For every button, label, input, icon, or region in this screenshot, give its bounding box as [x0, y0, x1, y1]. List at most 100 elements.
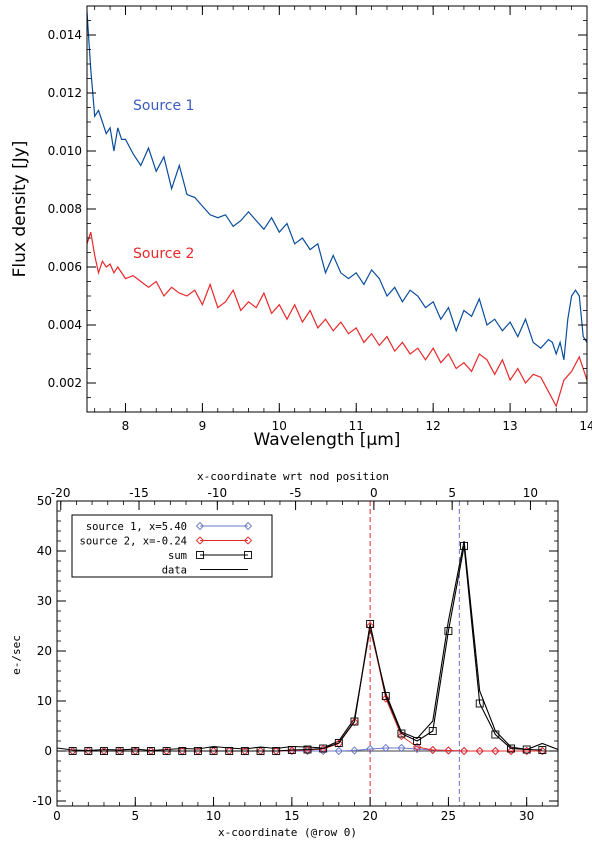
marker-square: [475, 699, 484, 708]
marker-diamond: [506, 746, 516, 756]
x2-tick-label: 0: [370, 486, 378, 500]
plot-frame: [86, 5, 588, 413]
marker-diamond: [381, 694, 390, 703]
y-tick-label: 30: [37, 594, 52, 608]
marker-diamond: [491, 746, 500, 756]
y-axis-label: e-/sec: [10, 635, 23, 675]
marker-square: [100, 747, 108, 755]
y-tick-label: 50: [37, 494, 52, 508]
marker-diamond: [350, 717, 359, 727]
x-axis-label: Wavelength [μm]: [254, 430, 401, 450]
marker-diamond: [459, 746, 469, 756]
marker-square: [162, 747, 171, 755]
y-tick-label: 0.010: [48, 144, 82, 158]
x-tick-label: 13: [502, 419, 517, 433]
marker-square: [366, 620, 375, 628]
x2-tick-label: -5: [290, 486, 302, 500]
y-tick-label: 0.004: [48, 318, 82, 332]
marker-diamond: [334, 746, 343, 756]
chart-top-spectrum: 8 9 10 11 12 13 14 0.002 0.004 0.006 0.008 0.010 0.0…: [10, 5, 592, 450]
marker-square: [428, 727, 437, 735]
x-tick-label: 0: [53, 809, 61, 823]
marker-diamond: [444, 746, 453, 755]
legend-marker-diamond: [195, 521, 205, 531]
x2-tick-label: -10: [208, 486, 228, 500]
x-tick-label: 12: [426, 419, 441, 433]
legend: source 1, x=5.40 source 2, x=-0.24 sum data: [71, 514, 273, 578]
marker-square: [146, 747, 155, 755]
legend-marker-diamond: [243, 536, 253, 545]
legend-marker-square: [196, 551, 204, 559]
legend-label: data: [162, 565, 187, 577]
marker-square: [115, 747, 124, 755]
marker-diamond: [350, 746, 359, 755]
marker-square: [209, 747, 218, 755]
marker-square: [303, 745, 312, 754]
marker-square: [334, 739, 343, 747]
marker-diamond: [381, 743, 390, 753]
marker-square: [84, 747, 93, 755]
marker-square: [131, 747, 140, 755]
marker-square: [350, 717, 359, 726]
marker-diamond: [365, 744, 375, 754]
x2-tick-label: 5: [448, 486, 456, 500]
marker-square: [491, 730, 500, 739]
legend-label: source 2, x=-0.24: [80, 536, 187, 548]
legend-label: sum: [168, 550, 187, 562]
marker-square: [68, 747, 77, 755]
x-tick-label: 30: [519, 809, 534, 823]
annotation-source-1: Source 1: [133, 98, 194, 114]
marker-square: [272, 747, 281, 755]
x-tick-label: 5: [131, 809, 139, 823]
marker-square: [225, 747, 234, 755]
marker-diamond: [287, 746, 296, 755]
spectrum-series-1: [87, 11, 587, 360]
x-tick-label: 25: [441, 809, 456, 823]
marker-square: [240, 747, 249, 755]
y-tick-label: 0: [44, 744, 52, 758]
marker-diamond: [334, 739, 343, 748]
legend-box: [71, 514, 273, 578]
y-tick-label: 20: [37, 644, 52, 658]
x-tick-label: 20: [362, 809, 377, 823]
chart-bottom-profile: 0 5 10 15 20 25 30-20 -15 -10 -5 0 5 10-100102030405…: [10, 470, 559, 839]
x-tick-label: 14: [579, 419, 592, 433]
x-tick-label: 11: [349, 419, 364, 433]
legend-marker-diamond: [195, 536, 205, 545]
x-tick-label: 10: [206, 809, 221, 823]
marker-square: [413, 737, 422, 745]
marker-diamond: [365, 621, 375, 631]
x-tick-label: 8: [122, 419, 130, 433]
marker-square: [522, 745, 531, 754]
marker-square: [287, 746, 296, 754]
y-axis-label: Flux density [Jy]: [10, 141, 30, 278]
marker-square: [256, 747, 265, 755]
x-tick-label: 9: [199, 419, 207, 433]
marker-diamond: [475, 746, 484, 756]
marker-square: [193, 747, 202, 755]
marker-square: [381, 692, 390, 700]
y-tick-label: 0.006: [48, 260, 82, 274]
marker-diamond: [397, 743, 406, 753]
series-line-sum: [72, 545, 543, 752]
x-tick-label: 15: [284, 809, 299, 823]
marker-square: [397, 729, 406, 738]
x2-tick-label: 10: [523, 486, 538, 500]
y-tick-label: -10: [32, 794, 52, 808]
marker-square: [538, 746, 547, 754]
x-axis-label: x-coordinate (@row 0): [218, 826, 357, 839]
x2-tick-label: -20: [51, 486, 71, 500]
y-tick-label: 40: [37, 544, 52, 558]
marker-diamond: [412, 742, 422, 752]
marker-square: [319, 744, 328, 753]
x-tick-label: 10: [272, 419, 287, 433]
legend-label: source 1, x=5.40: [86, 521, 187, 533]
y-tick-label: 0.008: [48, 202, 82, 216]
marker-square: [460, 542, 469, 550]
legend-marker-square: [244, 551, 252, 559]
annotation-source-2: Source 2: [133, 246, 194, 262]
y-tick-label: 0.014: [48, 28, 82, 42]
x2-tick-label: -15: [129, 486, 149, 500]
y-tick-label: 0.012: [48, 86, 82, 100]
